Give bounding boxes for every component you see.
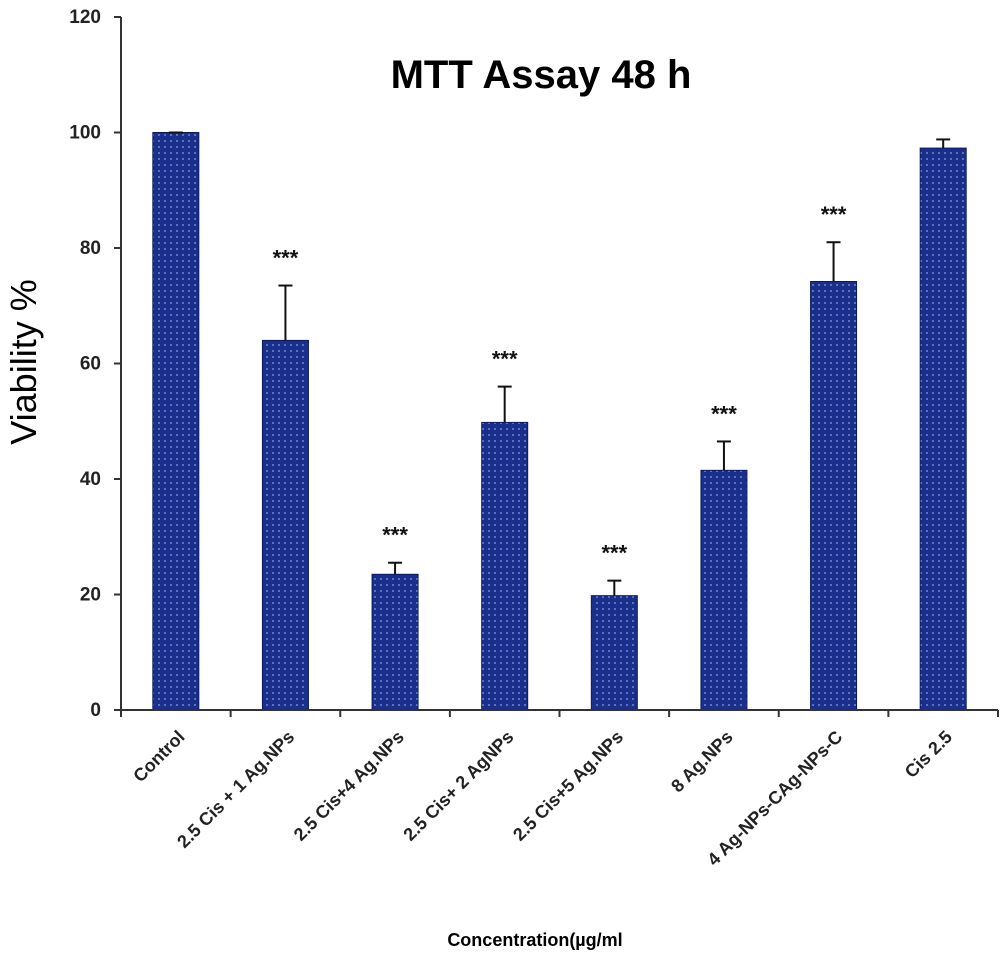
x-axis-label: Concentration(µg/ml xyxy=(447,930,622,950)
x-tick-label: 2.5 Cis + 1 Ag.NPs xyxy=(173,727,298,852)
significance-label: *** xyxy=(711,401,737,426)
y-tick-label: 20 xyxy=(80,585,101,606)
significance-label: *** xyxy=(382,523,408,548)
bar xyxy=(371,573,419,711)
bar xyxy=(152,132,200,711)
bar xyxy=(919,147,967,711)
bar xyxy=(481,421,529,711)
y-tick-label: 40 xyxy=(80,469,101,490)
significance-label: *** xyxy=(601,541,627,566)
significance-label: *** xyxy=(821,202,847,227)
x-tick-label: Cis 2.5 xyxy=(901,727,956,782)
y-axis-label: Viability % xyxy=(3,279,44,444)
x-tick-label: 2.5 Cis+4 Ag.NPs xyxy=(290,727,408,845)
bar xyxy=(700,469,748,711)
y-tick-label: 0 xyxy=(90,700,101,721)
chart-title: MTT Assay 48 h xyxy=(391,53,692,97)
x-tick-label: 8 Ag.NPs xyxy=(667,727,737,797)
significance-label: *** xyxy=(492,347,518,372)
x-tick-label: 2.5 Cis+ 2 AgNPs xyxy=(399,727,517,845)
bar xyxy=(590,595,638,711)
y-tick-label: 60 xyxy=(80,354,101,375)
y-tick-label: 120 xyxy=(69,7,101,28)
significance-label: *** xyxy=(273,246,299,271)
bar xyxy=(261,339,309,711)
x-tick-label: Control xyxy=(129,727,188,786)
bar xyxy=(810,280,858,711)
x-tick-label: 2.5 Cis+5 Ag.NPs xyxy=(509,727,627,845)
y-tick-label: 80 xyxy=(80,238,101,259)
y-tick-label: 100 xyxy=(69,123,101,144)
